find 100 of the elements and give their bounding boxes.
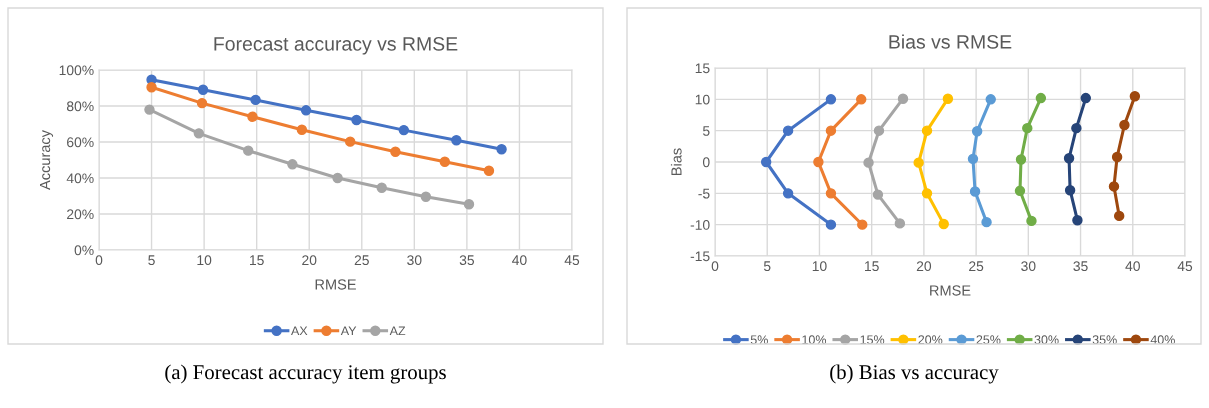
y-tick-label: 0 xyxy=(702,157,710,168)
point xyxy=(300,105,312,116)
point xyxy=(921,188,933,199)
y-tick-label: -15 xyxy=(690,251,710,262)
point xyxy=(250,94,261,106)
x-tick-label: 35 xyxy=(1073,261,1088,272)
point xyxy=(332,172,343,184)
y-tick-label: -5 xyxy=(698,188,710,199)
legend-label: 25% xyxy=(976,335,1001,345)
point xyxy=(863,157,874,168)
x-tick-label: 25 xyxy=(354,255,369,266)
point xyxy=(496,143,507,155)
point xyxy=(825,94,837,105)
y-axis-title: Bias xyxy=(670,148,682,175)
x-tick-label: 10 xyxy=(812,261,827,272)
point xyxy=(1113,210,1125,222)
point xyxy=(873,125,885,136)
x-tick-label: 5 xyxy=(763,261,771,272)
y-tick-label: 5 xyxy=(702,126,710,136)
point xyxy=(921,125,933,136)
point xyxy=(971,126,983,137)
point xyxy=(857,219,868,230)
legend-label: AY xyxy=(340,326,357,336)
point xyxy=(782,188,794,199)
legend-label: 15% xyxy=(860,335,885,345)
x-tick-label: 35 xyxy=(459,255,475,266)
point xyxy=(463,199,475,210)
point xyxy=(942,93,954,104)
x-tick-label: 30 xyxy=(1021,261,1036,272)
x-tick-label: 0 xyxy=(711,261,719,272)
text: (a) Forecast accuracy item groups xyxy=(165,364,446,384)
x-tick-label: 30 xyxy=(407,255,422,266)
point xyxy=(938,218,949,230)
point xyxy=(985,94,996,105)
point xyxy=(243,145,254,156)
point xyxy=(1064,184,1076,196)
point xyxy=(913,157,924,168)
legend-label: 20% xyxy=(918,335,943,345)
point xyxy=(894,218,906,229)
point xyxy=(451,134,462,146)
point xyxy=(390,146,401,157)
y-tick-label: 80% xyxy=(66,101,94,112)
point xyxy=(825,125,837,136)
point xyxy=(247,111,258,123)
y-tick-label: 10 xyxy=(695,94,710,105)
point xyxy=(1080,92,1091,104)
point xyxy=(1119,119,1130,131)
point xyxy=(196,97,208,109)
y-tick-label: 0% xyxy=(74,245,94,256)
x-axis-title: RMSE xyxy=(930,285,971,296)
point xyxy=(420,191,432,202)
x-axis-title: RMSE xyxy=(315,279,356,290)
point xyxy=(856,94,867,105)
x-tick-label: 40 xyxy=(1125,261,1140,272)
point xyxy=(1071,122,1082,134)
x-tick-label: 25 xyxy=(969,261,984,272)
point xyxy=(1129,90,1141,102)
point xyxy=(1014,185,1026,197)
point xyxy=(1035,92,1047,104)
y-axis-title: Accuracy xyxy=(40,130,54,190)
point xyxy=(825,188,837,199)
point xyxy=(872,189,884,200)
y-tick-label: 20% xyxy=(67,209,94,220)
legend-label: 5% xyxy=(750,335,768,345)
point xyxy=(287,159,298,170)
chart-title: Bias vs RMSE xyxy=(889,34,1012,49)
y-tick-label: 60% xyxy=(67,137,94,148)
x-tick-label: 45 xyxy=(1177,261,1193,272)
x-tick-label: 40 xyxy=(512,255,527,266)
point xyxy=(193,128,205,139)
legend-label: AZ xyxy=(389,326,406,336)
x-tick-label: 15 xyxy=(250,255,264,266)
x-tick-label: 20 xyxy=(302,255,317,266)
x-tick-label: 20 xyxy=(916,261,932,272)
point xyxy=(376,182,387,193)
x-tick-label: 15 xyxy=(865,261,879,272)
x-tick-label: 0 xyxy=(95,255,103,266)
point xyxy=(296,124,308,135)
legend-label: AX xyxy=(291,326,308,336)
point xyxy=(760,156,772,168)
point xyxy=(969,186,981,197)
point xyxy=(144,104,155,115)
point xyxy=(1111,151,1123,163)
y-tick-label: 100% xyxy=(59,65,94,76)
point xyxy=(813,156,824,168)
point xyxy=(782,125,794,136)
legend-label: 40% xyxy=(1150,335,1175,345)
point xyxy=(345,136,356,147)
point xyxy=(483,165,495,177)
chart-title: Forecast accuracy vs RMSE xyxy=(214,36,458,55)
point xyxy=(1108,181,1120,192)
legend-label: 30% xyxy=(1034,335,1059,345)
text: (b) Bias vs accuracy xyxy=(830,364,999,384)
point xyxy=(981,216,992,228)
x-tick-label: 45 xyxy=(564,255,580,266)
point xyxy=(146,82,157,93)
legend-label: 10% xyxy=(802,335,827,345)
legend-label: 35% xyxy=(1092,335,1117,345)
point xyxy=(197,84,209,96)
y-tick-label: 15 xyxy=(695,63,710,74)
